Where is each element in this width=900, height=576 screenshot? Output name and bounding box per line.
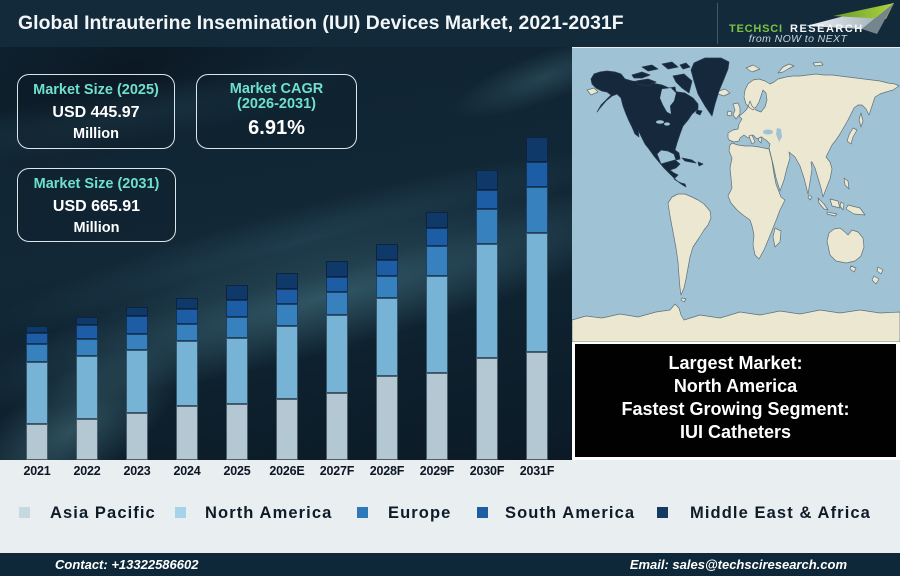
svg-text:RESEARCH: RESEARCH	[790, 23, 864, 35]
svg-text:from NOW to NEXT: from NOW to NEXT	[749, 33, 849, 45]
svg-text:TECHSCI: TECHSCI	[729, 23, 783, 35]
